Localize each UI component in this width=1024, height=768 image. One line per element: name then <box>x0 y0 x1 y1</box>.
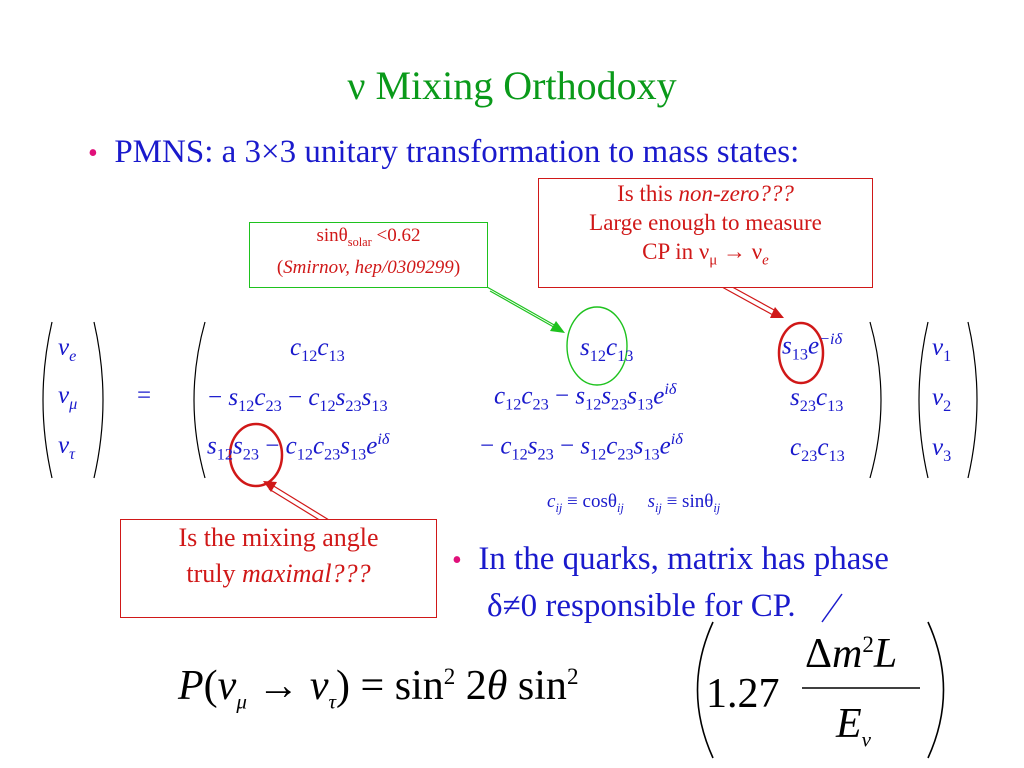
green-arrow-line <box>486 286 557 327</box>
left-vector-paren-close <box>93 321 104 479</box>
m23: s23c13 <box>790 384 844 415</box>
callout-mixing-angle: Is the mixing angle truly maximal??? <box>120 519 437 618</box>
m33: c23c13 <box>790 434 845 465</box>
bullet-pmns-text: PMNS: a 3×3 unitary transformation to ma… <box>114 134 800 170</box>
matrix-paren-open <box>193 321 206 479</box>
fraction-numerator: Δm2L <box>805 631 898 677</box>
formula-paren-close <box>927 621 945 759</box>
slide-title: ν Mixing Orthodoxy <box>347 63 677 108</box>
red-arrow-head <box>770 307 784 318</box>
bullet-quarks-line1: In the quarks, matrix has phase <box>478 541 889 577</box>
red-arrow-line <box>721 286 774 316</box>
red-arrow-line <box>268 488 327 525</box>
bullet-dot: • <box>88 138 98 169</box>
m22: c12c23 − s12s23s13eiδ <box>494 380 677 414</box>
green-circle <box>566 306 628 386</box>
green-arrow-head <box>550 321 565 333</box>
oscillation-formula: P(νμ → ντ) = sin2 2θ sin2 <box>178 663 579 714</box>
nu-1: ν1 <box>932 334 952 365</box>
equals-sign: = <box>137 382 152 409</box>
red-arrow-line <box>271 484 330 521</box>
red-arrow-head <box>263 481 277 492</box>
green-arrow-line <box>489 290 560 331</box>
red-circle-s23 <box>228 422 284 488</box>
bullet-pmns: • PMNS: a 3×3 unitary transformation to … <box>88 134 799 171</box>
right-vector-paren-close <box>967 321 978 479</box>
left-vector-paren-open <box>42 321 53 479</box>
cp-slash-bullet <box>821 593 843 623</box>
bullet-quarks: • In the quarks, matrix has phase <box>452 541 889 578</box>
m32: − c12s23 − s12c23s13eiδ <box>480 430 683 464</box>
m31: s12s23 − c12c23s13eiδ <box>207 430 390 464</box>
formula-paren-open <box>696 621 714 759</box>
nu-e: νe <box>58 334 77 365</box>
matrix-paren-close <box>869 321 882 479</box>
callout-solar: sinθsolar <0.62 (Smirnov, hep/0309299) <box>249 222 488 288</box>
red-circle-s13 <box>777 321 825 385</box>
nu-3: ν3 <box>932 434 952 465</box>
fraction-denominator: Eν <box>836 701 871 752</box>
m11: c12c13 <box>290 334 345 365</box>
m21: − s12c23 − c12s23s13 <box>208 384 388 415</box>
nu-tau: ντ <box>58 432 75 463</box>
m13: s13e−iδ <box>782 330 843 364</box>
formula-coefficient: 1.27 <box>706 671 780 717</box>
nu-mu: νμ <box>58 382 78 413</box>
nu-2: ν2 <box>932 384 952 415</box>
bullet-quarks-line2: δ≠0 responsible for CP. <box>487 588 796 624</box>
right-vector-paren-open <box>918 321 929 479</box>
bullet-dot: • <box>452 545 462 576</box>
m12: s12c13 <box>580 334 634 365</box>
notation-legend: cij ≡ cosθij sij ≡ sinθij <box>547 491 721 515</box>
callout-theta13: Is this non-zero??? Large enough to meas… <box>538 178 873 288</box>
